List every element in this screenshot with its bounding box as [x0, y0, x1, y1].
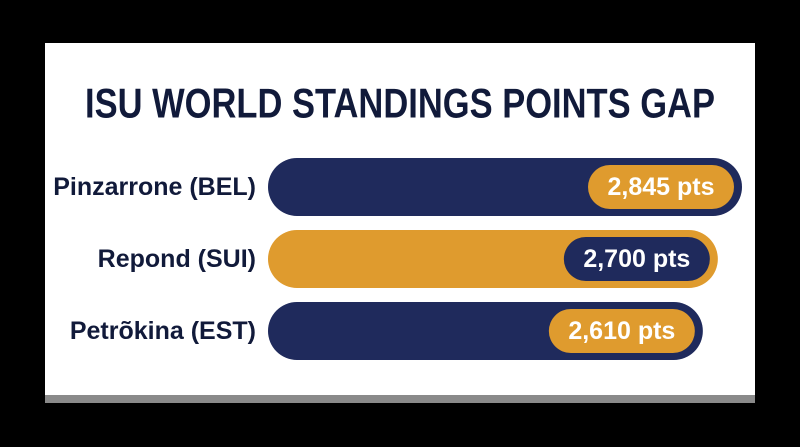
value-label: 2,845 pts: [607, 173, 714, 201]
value-pill: [563, 237, 710, 281]
category-label: Petrõkina (EST): [70, 317, 256, 345]
category-label: Pinzarrone (BEL): [53, 173, 256, 201]
value-label: 2,700 pts: [583, 245, 690, 273]
value-pill: [548, 309, 695, 353]
chart-title: ISU WORLD STANDINGS POINTS GAP: [85, 80, 715, 127]
value-label: 2,610 pts: [568, 317, 675, 345]
panel-bottom-strip: [45, 395, 755, 403]
value-pill: [588, 165, 734, 209]
category-label: Repond (SUI): [98, 245, 256, 273]
